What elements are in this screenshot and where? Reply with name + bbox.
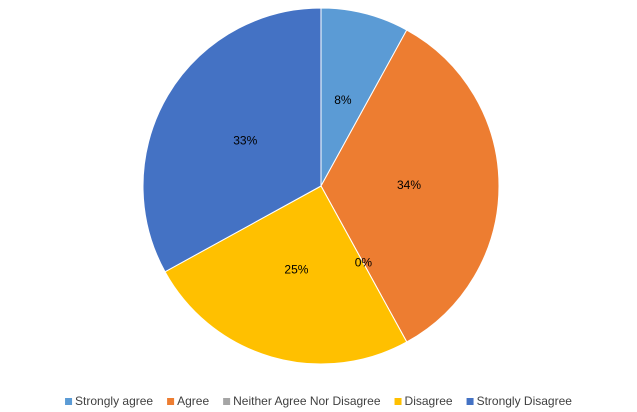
legend-marker (394, 398, 402, 405)
pie-slice (320, 7, 408, 187)
legend-label: Disagree (405, 394, 453, 408)
data-label: 33% (233, 133, 257, 147)
data-label: 25% (284, 263, 308, 277)
legend-label: Neither Agree Nor Disagree (233, 394, 381, 408)
legend-marker (223, 398, 231, 405)
legend-marker (65, 398, 73, 405)
legend-label: Agree (177, 394, 209, 408)
data-label: 0% (355, 255, 373, 269)
legend-label: Strongly Disagree (477, 394, 573, 408)
data-label: 8% (334, 93, 352, 107)
data-label: 34% (397, 178, 421, 192)
pie-slice (164, 185, 408, 365)
pie-slice (320, 29, 500, 343)
legend-marker (466, 398, 474, 405)
legend-marker (167, 398, 175, 405)
pie-slice (142, 7, 322, 273)
legend-label: Strongly agree (75, 394, 153, 408)
